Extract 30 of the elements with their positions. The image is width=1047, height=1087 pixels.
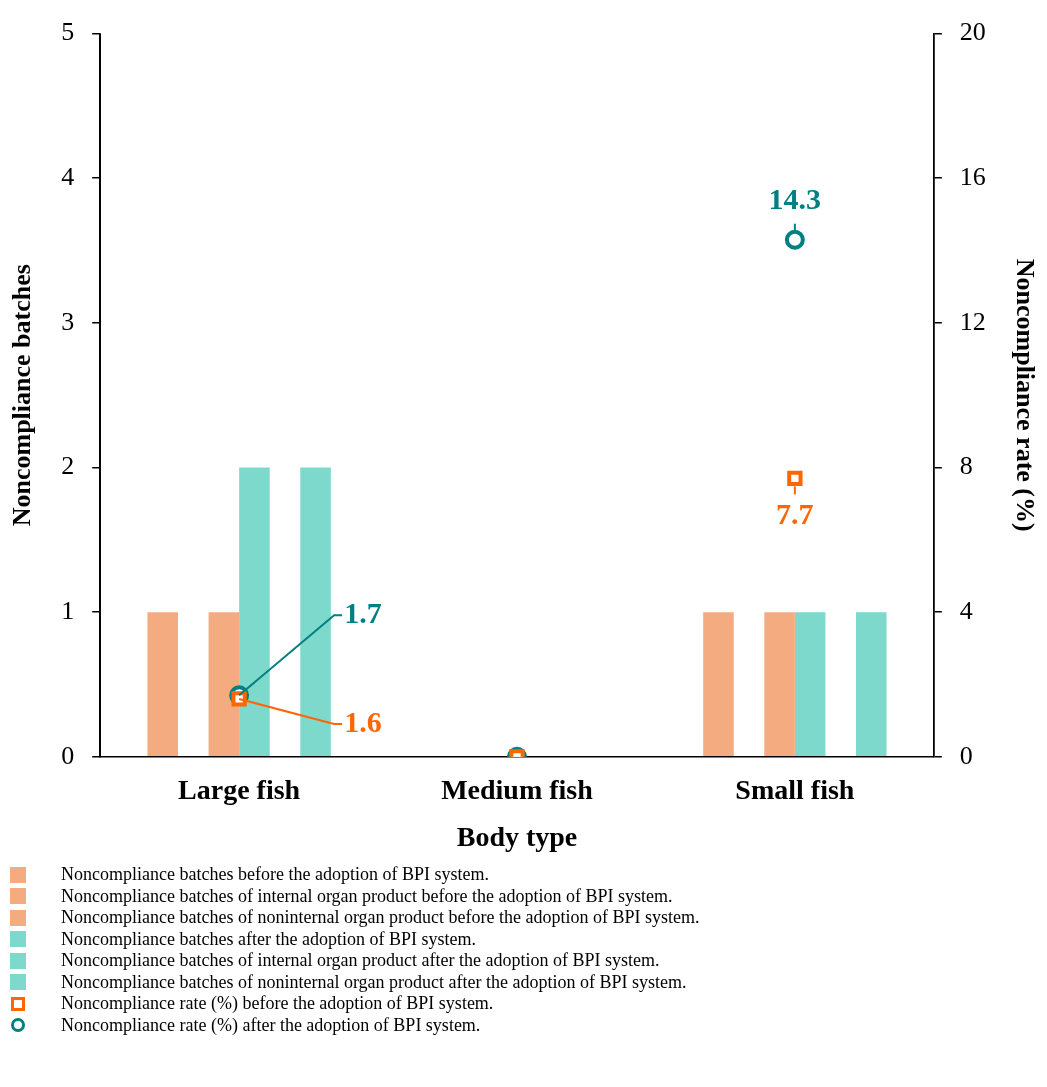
data-label: 1.6 [344, 704, 382, 738]
legend-label: Noncompliance batches of noninternal organ product after the adoption of BPI system. [61, 971, 687, 993]
legend-label: Noncompliance batches before the adoption of BPI system. [61, 864, 489, 886]
y-tick-label: 2 [61, 451, 75, 481]
legend-label: Noncompliance rate (%) before the adoption of BPI system. [61, 993, 494, 1015]
legend-label: Noncompliance rate (%) after the adoption of BPI system. [61, 1014, 481, 1036]
y2-tick-label: 20 [959, 17, 986, 47]
y-tick-label: 0 [61, 740, 75, 770]
data-label: 7.7 [776, 497, 814, 531]
legend-label: Noncompliance batches of noninternal organ product before the adoption of BPI system. [61, 907, 700, 929]
x-tick-label: Small fish [735, 773, 855, 805]
data-label: 14.3 [768, 182, 822, 216]
y2-tick-label: 8 [959, 451, 973, 481]
x-axis-title: Body type [456, 821, 578, 853]
x-tick-label: Medium fish [441, 773, 594, 805]
y-axis-title: Noncompliance batches [7, 264, 37, 527]
legend-label: Noncompliance batches of internal organ product after the adoption of BPI system. [61, 950, 660, 972]
y2-tick-label: 12 [959, 306, 986, 336]
y-tick-label: 5 [61, 17, 75, 47]
y2-tick-label: 4 [959, 595, 973, 625]
x-tick-label: Large fish [178, 773, 301, 805]
y2-tick-label: 0 [959, 740, 973, 770]
data-label: 1.7 [344, 596, 382, 630]
legend-label: Noncompliance batches of internal organ product before the adoption of BPI system. [61, 885, 673, 907]
y2-axis-title: Noncompliance rate (%) [1010, 258, 1040, 532]
legend-label: Noncompliance batches after the adoption of BPI system. [61, 928, 476, 950]
y2-tick-label: 16 [959, 162, 986, 192]
y-tick-label: 4 [61, 162, 75, 192]
y-tick-label: 3 [61, 306, 75, 336]
y-tick-label: 1 [61, 595, 75, 625]
